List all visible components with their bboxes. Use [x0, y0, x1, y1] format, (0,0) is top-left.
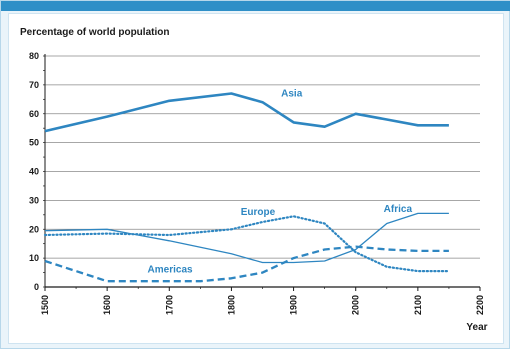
y-tick-label-50: 50 [29, 138, 39, 148]
header-bar [1, 1, 510, 11]
x-tick-label-2200: 2200 [475, 295, 485, 315]
x-tick-label-1700: 1700 [164, 295, 174, 315]
x-tick-label-2000: 2000 [351, 295, 361, 315]
series-line-europe [43, 215, 450, 273]
series-line-americas [44, 245, 449, 283]
x-tick-label-1900: 1900 [289, 295, 299, 315]
series-label-americas: Americas [148, 265, 193, 276]
series-line-asia [44, 92, 449, 133]
series-line-africa [44, 212, 449, 264]
y-tick-label-30: 30 [29, 195, 39, 205]
x-tick-label-1800: 1800 [226, 295, 236, 315]
y-tick-label-60: 60 [29, 109, 39, 119]
x-tick-label-1600: 1600 [102, 295, 112, 315]
x-tick-label-2100: 2100 [413, 295, 423, 315]
x-tick-label-1500: 1500 [40, 295, 50, 315]
x-axis-title: Year [466, 322, 487, 333]
y-tick-label-0: 0 [34, 282, 39, 292]
y-tick-label-80: 80 [29, 51, 39, 61]
series-label-europe: Europe [241, 207, 276, 218]
y-tick-label-40: 40 [29, 167, 39, 177]
chart-panel [8, 13, 504, 344]
series-label-africa: Africa [384, 204, 413, 215]
y-axis-title: Percentage of world population [20, 27, 170, 38]
y-tick-label-10: 10 [29, 253, 39, 263]
series-label-asia: Asia [281, 88, 303, 99]
y-tick-label-70: 70 [29, 80, 39, 90]
y-tick-label-20: 20 [29, 224, 39, 234]
